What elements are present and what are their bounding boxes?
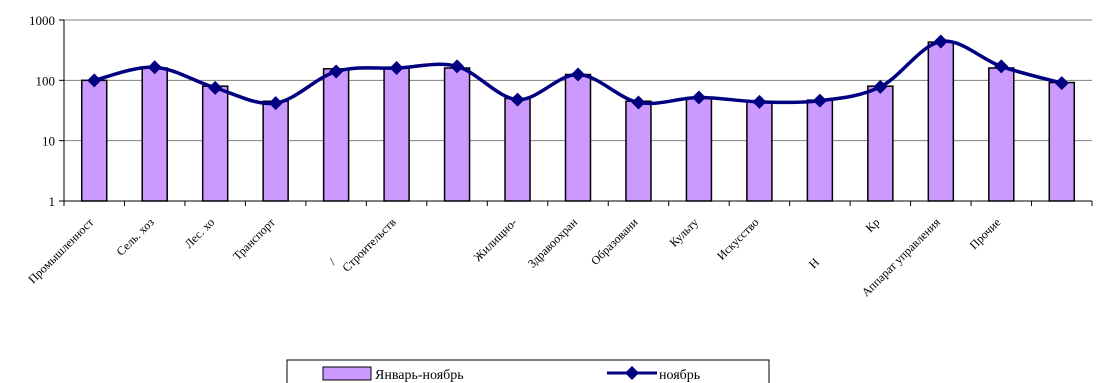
bar xyxy=(806,99,834,202)
y-axis-ticks: 1 10 100 1000 xyxy=(29,13,64,209)
bar xyxy=(322,68,350,202)
line-marker xyxy=(631,95,646,110)
line-marker xyxy=(147,60,162,75)
line-marker xyxy=(268,96,283,111)
category-label: Жилищно- xyxy=(471,215,520,264)
bar xyxy=(201,85,229,202)
legend-bar-label: Январь-ноябрь xyxy=(375,368,464,383)
category-label: Образовани xyxy=(588,215,641,268)
category-label: Лес. хо xyxy=(182,215,218,251)
line-marker xyxy=(510,92,525,107)
bar xyxy=(504,97,531,202)
bar xyxy=(80,79,108,202)
bar xyxy=(383,66,410,202)
category-label: Строительств xyxy=(339,215,399,275)
category-label: Здравоохран xyxy=(525,215,581,271)
line-marker xyxy=(450,59,465,74)
bar xyxy=(746,100,773,202)
y-tick-label: 100 xyxy=(36,73,56,88)
category-label: Кр xyxy=(863,215,883,235)
bar xyxy=(625,100,652,202)
bar xyxy=(443,67,471,202)
category-label: Прочие xyxy=(967,215,1004,252)
line-marker xyxy=(87,73,102,88)
category-label: Сель. хоз xyxy=(114,215,157,258)
y-tick-label: 10 xyxy=(42,134,55,149)
legend-line-label: ноябрь xyxy=(659,368,700,383)
bar xyxy=(685,96,713,202)
line-marker xyxy=(994,59,1009,74)
bar xyxy=(1048,81,1076,202)
category-label: Промышленност xyxy=(25,215,97,287)
bars xyxy=(80,41,1076,202)
category-labels: Промышленност Сель. хоз Лес. хо Транспорт Ст… xyxy=(25,215,1003,300)
legend-bar-swatch xyxy=(322,366,372,381)
line-marker xyxy=(873,79,888,94)
category-label-fragment: Н xyxy=(806,255,822,271)
bar xyxy=(141,67,168,202)
line-marker xyxy=(1054,76,1069,91)
legend: Январь-ноябрь ноябрь xyxy=(286,359,770,383)
bar xyxy=(927,41,955,202)
category-label-fragment: / xyxy=(326,255,339,268)
bar xyxy=(867,85,894,202)
line-marker xyxy=(571,67,585,82)
y-tick-label: 1 xyxy=(49,194,56,209)
category-label: Транспорт xyxy=(230,215,278,263)
category-label: Искусство xyxy=(714,215,761,262)
line-marker xyxy=(208,80,223,95)
category-label: Культу xyxy=(667,215,701,249)
legend-box xyxy=(286,359,770,383)
line-marker xyxy=(329,64,344,79)
line-marker xyxy=(389,61,404,76)
axes xyxy=(63,20,1093,206)
line-series xyxy=(87,34,1069,111)
bar xyxy=(564,73,592,202)
line-marker xyxy=(691,90,706,105)
y-tick-label: 1000 xyxy=(29,13,55,28)
line-marker xyxy=(812,93,827,108)
bar xyxy=(262,100,289,202)
bar xyxy=(988,67,1015,202)
line-marker xyxy=(933,34,948,49)
line-marker xyxy=(752,94,767,109)
legend-line-marker xyxy=(625,366,639,380)
